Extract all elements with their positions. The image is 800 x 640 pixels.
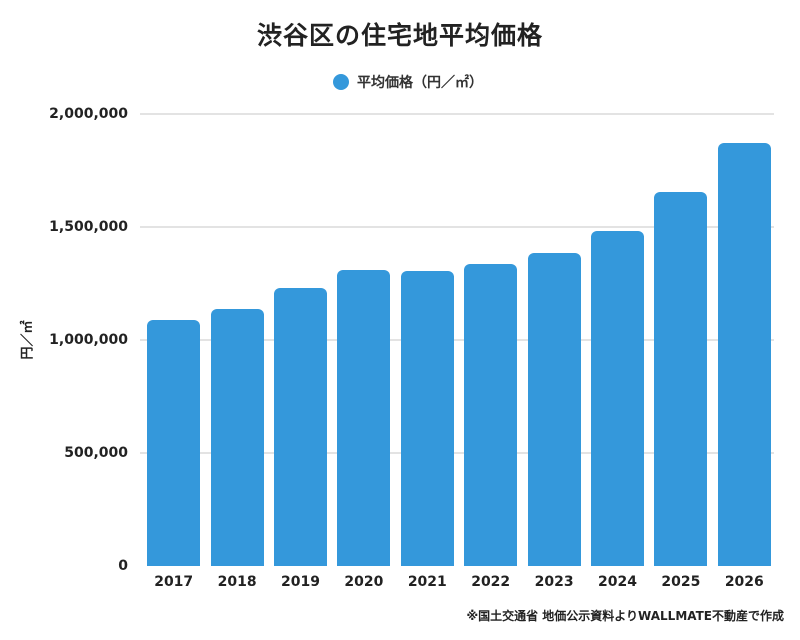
x-tick-label: 2021 [407, 574, 447, 590]
bar-2020 [337, 269, 391, 566]
bar-2018 [210, 309, 264, 566]
bar-2026 [717, 142, 771, 566]
gridline [140, 452, 774, 454]
gridline [140, 339, 774, 341]
bar-2024 [591, 231, 644, 566]
y-tick-label: 500,000 [64, 445, 128, 461]
bar-2019 [274, 288, 327, 566]
legend: 平均価格（円／㎡） [0, 72, 800, 92]
x-tick-label: 2019 [281, 574, 320, 590]
legend-marker-icon [333, 74, 349, 90]
y-tick-label: 0 [118, 558, 128, 574]
y-tick-label: 1,000,000 [49, 332, 128, 348]
bar-2022 [464, 264, 518, 566]
x-tick-label: 2018 [217, 574, 257, 590]
y-tick-label: 1,500,000 [49, 219, 128, 235]
bar-2025 [654, 191, 708, 566]
legend-label: 平均価格（円／㎡） [357, 75, 483, 91]
x-tick-label: 2024 [598, 574, 637, 590]
y-tick-label: 2,000,000 [49, 106, 128, 122]
source-note: ※国土交通省 地価公示資料よりWALLMATE不動産で作成 [466, 609, 785, 623]
bar-2017 [147, 320, 201, 566]
x-tick-label: 2022 [471, 574, 511, 590]
x-tick-label: 2026 [724, 574, 764, 590]
bar-2021 [400, 271, 454, 566]
bar-2023 [527, 253, 581, 566]
chart-title: 渋谷区の住宅地平均価格 [256, 21, 543, 50]
y-axis-label: 円／㎡ [20, 320, 36, 360]
plot-area [140, 113, 774, 566]
gridline [140, 226, 774, 228]
x-tick-label: 2025 [661, 574, 701, 590]
x-tick-label: 2023 [534, 574, 574, 590]
x-tick-label: 2020 [344, 574, 384, 590]
gridline [140, 113, 774, 115]
x-tick-label: 2017 [154, 574, 194, 590]
